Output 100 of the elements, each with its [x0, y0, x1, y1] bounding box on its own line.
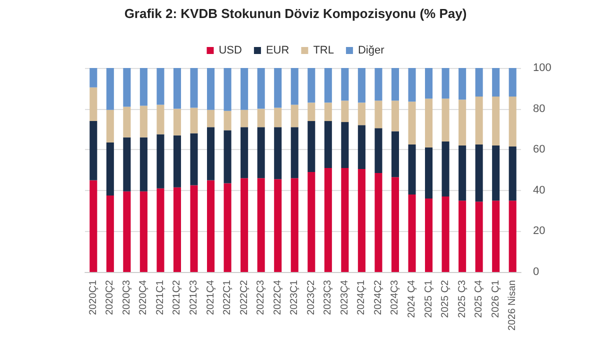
bar — [274, 68, 282, 108]
bar — [442, 98, 450, 142]
bar — [458, 200, 466, 272]
x-tick-label: 2021Ç2 — [172, 280, 183, 316]
bar — [123, 137, 131, 192]
bar — [123, 68, 131, 107]
x-tick-label: 2022Ç1 — [222, 280, 234, 316]
bar — [475, 68, 483, 97]
bar — [173, 68, 182, 109]
bar — [190, 185, 198, 272]
bar — [224, 110, 232, 130]
x-tick-label: 2024 Ç4 — [406, 280, 418, 318]
legend-label: TRL — [313, 44, 334, 56]
x-tick-label: 2022Ç4 — [272, 280, 284, 316]
bar — [358, 168, 366, 272]
bar — [156, 68, 164, 105]
bar — [391, 68, 400, 101]
bar — [224, 183, 232, 272]
bar — [206, 180, 215, 272]
bar — [492, 96, 500, 146]
bar — [492, 200, 500, 272]
x-tick-label: 2024Ç3 — [390, 280, 401, 316]
bar — [324, 102, 332, 122]
bar — [90, 121, 98, 180]
bar — [240, 68, 248, 110]
bar — [324, 168, 332, 272]
bar — [240, 178, 248, 272]
bar — [257, 127, 265, 178]
legend-label: EUR — [266, 44, 290, 56]
bar — [90, 68, 98, 88]
x-tick-label: 2026 Ç1 — [490, 280, 502, 318]
bar — [475, 96, 483, 144]
bar — [408, 144, 416, 194]
y-tick-label: 100 — [533, 62, 552, 74]
bar — [123, 191, 131, 272]
bar — [391, 131, 400, 178]
bar — [508, 68, 516, 97]
bar — [424, 148, 433, 199]
bar — [290, 127, 298, 178]
bar — [492, 68, 500, 97]
bar — [475, 202, 483, 272]
bar — [308, 172, 316, 272]
legend-label: USD — [218, 44, 242, 56]
bar — [442, 141, 450, 197]
x-tick-label: 2024Ç2 — [372, 280, 384, 316]
bar — [290, 178, 298, 272]
bar — [206, 110, 215, 128]
bar — [190, 108, 198, 134]
bar — [106, 68, 114, 110]
x-tick-label: 2025 Ç1 — [423, 280, 434, 318]
bar — [458, 100, 466, 146]
x-tick-label: 2023Ç3 — [322, 280, 334, 316]
bar — [206, 127, 215, 180]
bar — [508, 146, 516, 201]
bar — [308, 121, 316, 172]
x-tick-label: 2025 Ç3 — [456, 280, 468, 318]
bar — [324, 68, 332, 103]
x-tick-label: 2022Ç3 — [256, 280, 267, 316]
bar — [308, 68, 316, 103]
bar — [458, 68, 466, 100]
bar — [90, 87, 98, 122]
bar — [508, 96, 516, 147]
bar — [374, 128, 382, 174]
bar — [374, 173, 382, 272]
bar — [358, 125, 366, 169]
bar — [106, 196, 114, 272]
bar — [424, 68, 433, 99]
bar — [106, 142, 114, 196]
bar — [240, 127, 248, 178]
bar — [358, 68, 366, 103]
bar — [391, 100, 400, 132]
bar — [424, 198, 433, 272]
bar — [206, 68, 215, 110]
bar — [173, 187, 182, 272]
bar — [358, 102, 366, 126]
x-tick-label: 2020Ç4 — [138, 280, 150, 316]
bar — [173, 108, 182, 136]
bar — [190, 68, 198, 108]
bar — [290, 68, 298, 105]
x-tick-label: 2023Ç4 — [339, 280, 350, 316]
bar — [240, 110, 248, 128]
bar — [156, 188, 164, 272]
x-tick-label: 2023Ç2 — [306, 280, 317, 316]
bar — [224, 68, 232, 111]
y-tick-label: 80 — [533, 102, 546, 115]
y-tick-label: 20 — [533, 225, 546, 238]
x-tick-label: 2020Ç1 — [88, 280, 99, 316]
bar — [408, 68, 416, 102]
x-tick-label: 2020Ç3 — [121, 280, 132, 316]
bar — [140, 137, 148, 192]
bar — [458, 146, 466, 201]
y-tick-label: 60 — [533, 144, 546, 156]
bar — [123, 106, 131, 138]
bar — [492, 146, 500, 201]
bar — [274, 179, 282, 272]
bar — [156, 104, 164, 134]
chart-title: Grafik 2: KVDB Stokunun Döviz Kompozisyonu (% Pay) — [124, 6, 467, 21]
bar — [274, 127, 282, 180]
bar — [290, 104, 298, 128]
bar — [341, 100, 349, 122]
